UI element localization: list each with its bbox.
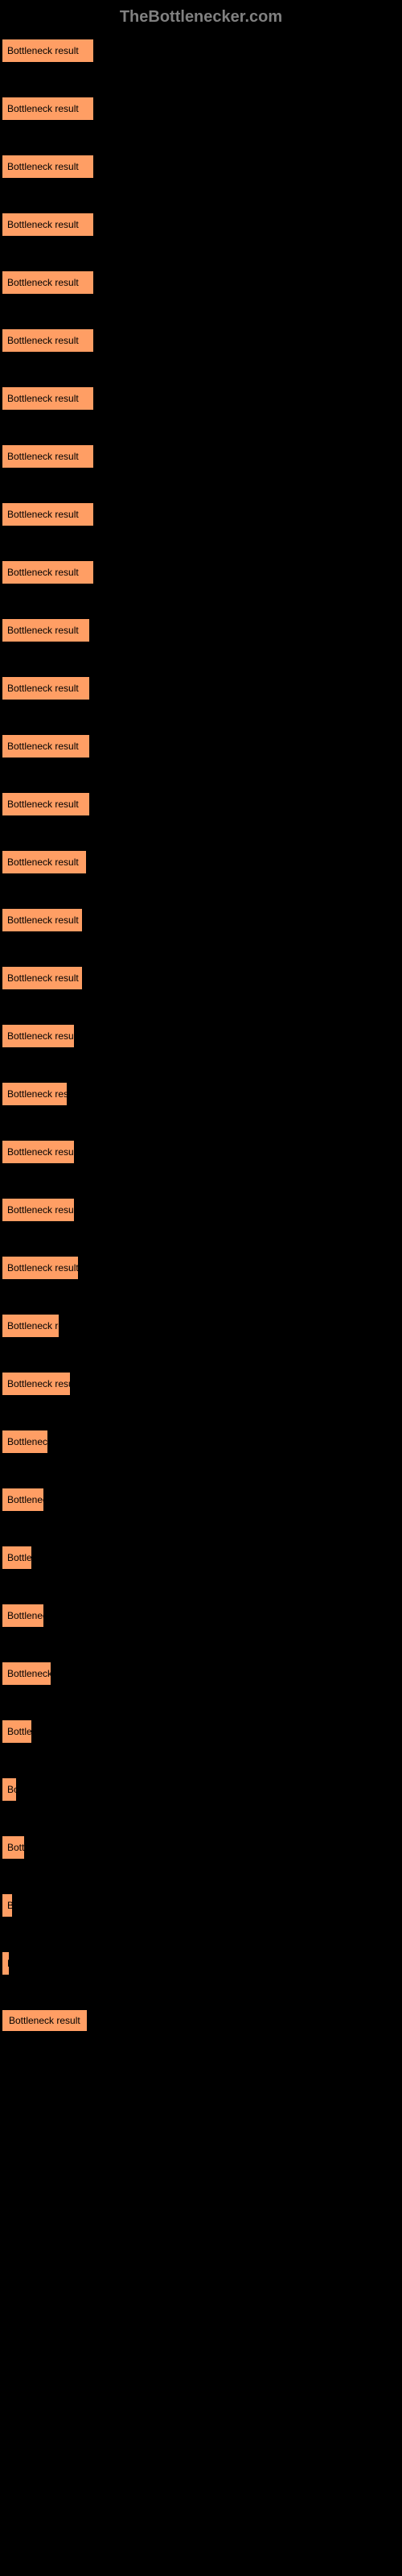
bar-row: Bottleneck result [2,444,402,469]
bar: Bottleneck result [2,618,90,642]
bar-row: Bottleneck result [2,966,402,990]
bar-row: Bottleneck result [2,155,402,179]
bar: Bottleneck result [2,1893,13,1918]
bar: Bottleneck result [2,1777,17,1802]
bar: Bottleneck result [2,1198,75,1222]
bar-row: Bottleneck result [2,1893,402,1918]
bar: Bottleneck result [2,1140,75,1164]
bar-row: Bottleneck result [2,1372,402,1396]
bar: Bottleneck result [2,1951,10,1975]
bar-row: Bottleneck result [2,560,402,584]
legend-label: Bottleneck result [9,2015,80,2026]
bar: Bottleneck result [2,1430,48,1454]
bar-row: Bottleneck result [2,1546,402,1570]
bar: Bottleneck result [2,1546,32,1570]
bar: Bottleneck result [2,328,94,353]
bar: Bottleneck result [2,155,94,179]
bar: Bottleneck result [2,97,94,121]
bar-row: Bottleneck result [2,1140,402,1164]
bar-row: Bottleneck result [2,1951,402,1975]
bar: Bottleneck result [2,1372,71,1396]
legend: Bottleneck result [0,2009,402,2032]
legend-box: Bottleneck result [2,2009,88,2032]
bar: Bottleneck result [2,1488,44,1512]
bar-row: Bottleneck result [2,1662,402,1686]
bar: Bottleneck result [2,1604,44,1628]
bar-row: Bottleneck result [2,213,402,237]
bar-row: Bottleneck result [2,1777,402,1802]
watermark-text: TheBottlenecker.com [0,8,402,27]
bar: Bottleneck result [2,1314,59,1338]
bar: Bottleneck result [2,734,90,758]
bar: Bottleneck result [2,502,94,526]
bar-row: Bottleneck result [2,328,402,353]
bar: Bottleneck result [2,792,90,816]
bar: Bottleneck result [2,1256,79,1280]
bar-row: Bottleneck result [2,97,402,121]
bar-chart: Bottleneck result Bottleneck result Bottle… [0,39,402,1975]
bar-row: Bottleneck result [2,734,402,758]
bar-row: Bottleneck result [2,1256,402,1280]
bar: Bottleneck result [2,213,94,237]
bar: Bottleneck result [2,386,94,411]
bar: Bottleneck result [2,1719,32,1744]
bar-row: Bottleneck result [2,386,402,411]
bar-row: Bottleneck result [2,1430,402,1454]
bar-row: Bottleneck result [2,1835,402,1860]
bar-row: Bottleneck result [2,1314,402,1338]
bar-row: Bottleneck result [2,908,402,932]
bar: Bottleneck result [2,676,90,700]
bar: Bottleneck result [2,966,83,990]
bar-row: Bottleneck result [2,270,402,295]
bar: Bottleneck result [2,270,94,295]
bar: Bottleneck result [2,908,83,932]
bar: Bottleneck result [2,1835,25,1860]
bar: Bottleneck result [2,1662,51,1686]
bar-row: Bottleneck result [2,1198,402,1222]
bar: Bottleneck result [2,39,94,63]
bar: Bottleneck result [2,1082,68,1106]
bar-row: Bottleneck result [2,618,402,642]
bar-row: Bottleneck result [2,502,402,526]
bar: Bottleneck result [2,444,94,469]
bar-row: Bottleneck result [2,1082,402,1106]
bar-row: Bottleneck result [2,676,402,700]
bar: Bottleneck result [2,1024,75,1048]
bar-row: Bottleneck result [2,1024,402,1048]
bar-row: Bottleneck result [2,1719,402,1744]
bar-row: Bottleneck result [2,792,402,816]
bar: Bottleneck result [2,560,94,584]
bar-row: Bottleneck result [2,39,402,63]
bars-container: Bottleneck result Bottleneck result Bottle… [2,39,402,1975]
bar: Bottleneck result [2,850,87,874]
bar-row: Bottleneck result [2,1488,402,1512]
bar-row: Bottleneck result [2,850,402,874]
bar-row: Bottleneck result [2,1604,402,1628]
